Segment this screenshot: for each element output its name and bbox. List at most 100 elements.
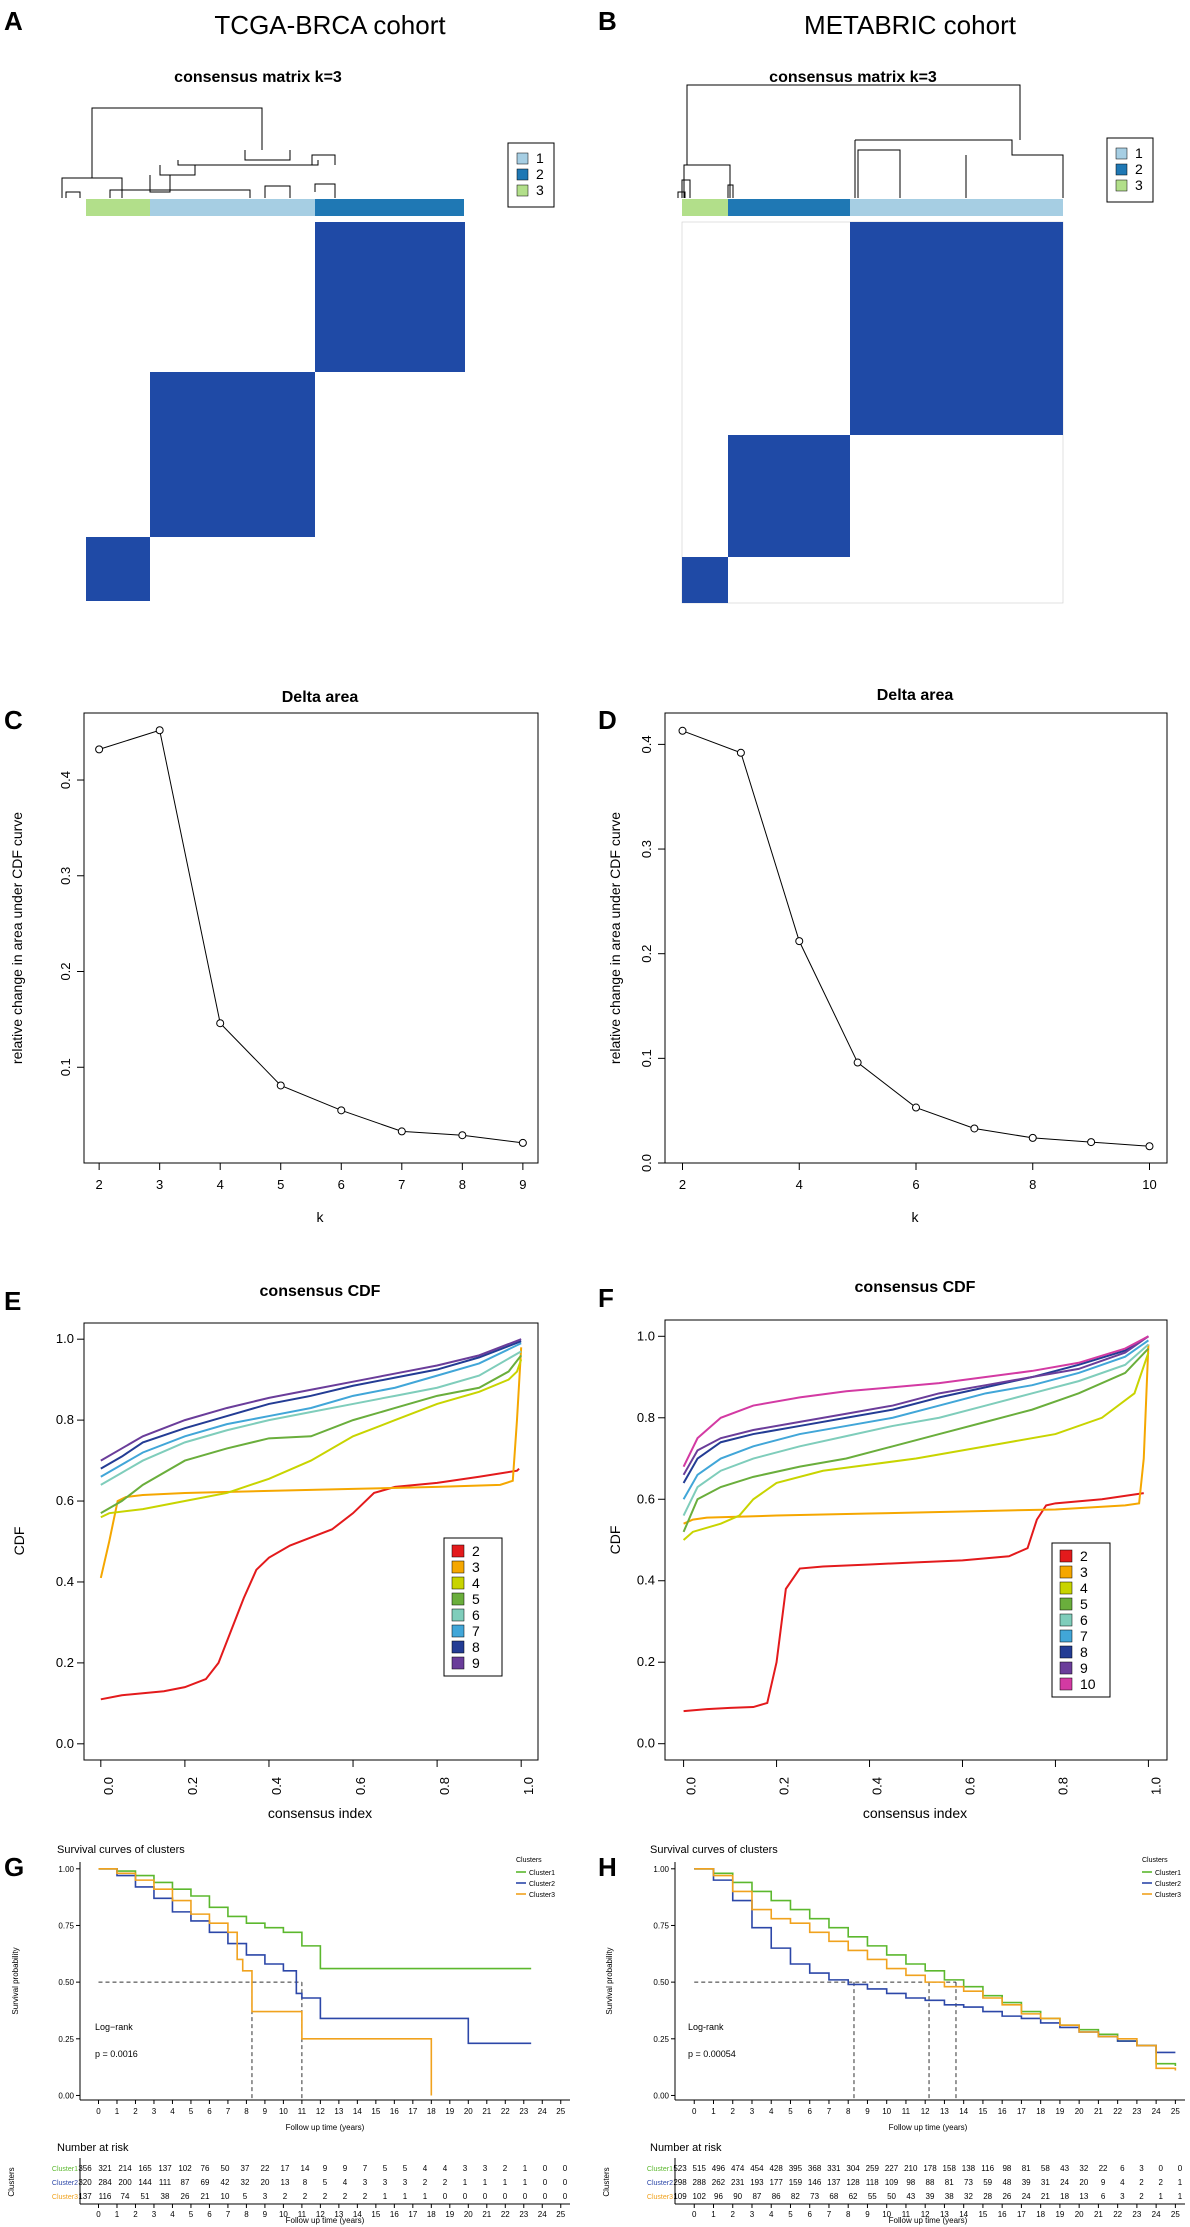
panel-g-risk-value: 0 <box>503 2192 508 2201</box>
panel-g-risk-value: 144 <box>138 2178 152 2187</box>
panel-g-curve-cluster3 <box>98 1868 433 2096</box>
panel-h-risk-value: 31 <box>1041 2178 1050 2187</box>
panel-f-xtick-label: 1.0 <box>1148 1777 1163 1795</box>
panel-h-risk-xtick-label: 23 <box>1132 2210 1141 2219</box>
panel-g-risk-value: 2 <box>303 2192 308 2201</box>
panel-e-cdf-k3 <box>99 1347 523 1579</box>
panel-g-risk-row-label-2: Cluster2 <box>52 2180 78 2187</box>
panel-g-risk-value: 0 <box>563 2164 568 2173</box>
panel-h-risk-value: 2 <box>1139 2192 1144 2201</box>
panel-d-xtick-label: 2 <box>679 1177 686 1192</box>
panel-g-legend-label-2: Cluster2 <box>529 1881 555 1888</box>
panel-g-ytick-label: 0.25 <box>58 2035 74 2044</box>
panel-d-point-k8 <box>1028 1133 1037 1142</box>
panel-h-risk-value: 28 <box>983 2192 992 2201</box>
panel-g-risk-value: 76 <box>201 2164 210 2173</box>
panel-h-legend-label-3: Cluster3 <box>1155 1892 1181 1899</box>
panel-f-ytick-label: 0.6 <box>637 1491 655 1506</box>
panel-h-risk-xtick-label: 13 <box>940 2210 949 2219</box>
panel-h-risk-xtick-label: 24 <box>1152 2210 1161 2219</box>
panel-g-risk-value: 7 <box>363 2164 368 2173</box>
panel-g-risk-xtick-label: 20 <box>464 2210 473 2219</box>
panel-c-frame <box>83 712 539 1164</box>
panel-g-title: Survival curves of clusters <box>57 1844 185 1856</box>
panel-h-risk-value: 227 <box>885 2164 899 2173</box>
panel-g-pvalue: p = 0.0016 <box>95 2049 138 2059</box>
panel-h-risk-value: 3 <box>1139 2164 1144 2173</box>
panel-g-risk-value: 50 <box>221 2164 230 2173</box>
panel-h-risk-value: 22 <box>1099 2164 1108 2173</box>
panel-g-risk-value: 165 <box>138 2164 152 2173</box>
panel-a-letter: A <box>4 6 23 36</box>
panel-f-legend-swatch-k9 <box>1059 1661 1073 1675</box>
panel-g-risk-value: 37 <box>241 2164 250 2173</box>
panel-h-risk-value: 2 <box>1139 2178 1144 2187</box>
panel-g-risk-value: 42 <box>221 2178 230 2187</box>
panel-g-risk-value: 20 <box>261 2178 270 2187</box>
panel-e-ytick-label: 0.6 <box>56 1493 74 1508</box>
panel-g-letter: G <box>4 1852 24 1882</box>
panel-g-logrank-label: Log−rank <box>95 2022 133 2032</box>
panel-g-risk-value: 1 <box>423 2192 428 2201</box>
panel-g-risk-value: 0 <box>443 2192 448 2201</box>
panel-g-risk-title: Number at risk <box>57 2142 129 2154</box>
panel-g-risk-value: 74 <box>121 2192 130 2201</box>
panel-b-block-3 <box>682 557 728 603</box>
panel-h-risk-value: 496 <box>712 2164 726 2173</box>
panel-g-xtick-label: 13 <box>334 2107 343 2116</box>
panel-g-risk-value: 8 <box>303 2178 308 2187</box>
panel-d-delta-line <box>682 730 1150 1147</box>
panel-h-xtick-label: 20 <box>1075 2107 1084 2116</box>
panel-h-risk-value: 523 <box>673 2164 687 2173</box>
panel-d-point-k3 <box>736 748 745 757</box>
panel-g-risk-axis-label: Clusters <box>7 2167 16 2196</box>
panel-g-risk-xlabel: Follow up time (years) <box>286 2216 365 2225</box>
panel-g-xtick-label: 8 <box>244 2107 249 2116</box>
panel-g-ylabel: Survival probability <box>11 1947 20 2014</box>
panel-e-ytick-label: 0.4 <box>56 1574 74 1589</box>
panel-h-risk-xtick-label: 15 <box>978 2210 987 2219</box>
panel-g-risk-value: 137 <box>158 2164 172 2173</box>
panel-h-xtick-label: 0 <box>692 2107 697 2116</box>
panel-h-xtick-label: 23 <box>1132 2107 1141 2116</box>
panel-g-risk-value: 14 <box>301 2164 310 2173</box>
panel-f-cdf-k6 <box>682 1343 1150 1516</box>
panel-h-risk-xtick-label: 12 <box>921 2210 930 2219</box>
panel-b-consensus-matrix <box>681 221 1064 604</box>
panel-h-risk-value: 59 <box>983 2178 992 2187</box>
panel-g-risk-value: 9 <box>323 2164 328 2173</box>
panel-a-legend-2: 2 <box>536 166 544 182</box>
panel-e-cdf-k9 <box>100 1338 522 1462</box>
panel-h-risk-value: 259 <box>866 2164 880 2173</box>
panel-h-risk-title: Number at risk <box>650 2142 722 2154</box>
panel-a-cohort: TCGA-BRCA cohort <box>214 10 446 40</box>
panel-g-risk-value: 0 <box>563 2178 568 2187</box>
panel-f-cdf-k2 <box>683 1492 1144 1713</box>
panel-h-risk-value: 6 <box>1101 2192 1106 2201</box>
panel-h-risk-value: 82 <box>791 2192 800 2201</box>
panel-h-risk-value: 6 <box>1120 2164 1125 2173</box>
panel-e-letter: E <box>4 1286 21 1316</box>
panel-f-ytick-label: 0.2 <box>637 1654 655 1669</box>
panel-e-ytick-label: 1.0 <box>56 1331 74 1346</box>
panel-h-risk-value: 87 <box>752 2192 761 2201</box>
panel-g-risk-value: 4 <box>343 2178 348 2187</box>
panel-g-xtick-label: 12 <box>316 2107 325 2116</box>
panel-g-xtick-label: 2 <box>133 2107 138 2116</box>
panel-e-cdf-k5 <box>100 1354 522 1515</box>
panel-h-risk-row-label-2: Cluster2 <box>647 2180 673 2187</box>
panel-h-xtick-label: 14 <box>959 2107 968 2116</box>
panel-h-pvalue: p = 0.00054 <box>688 2049 736 2059</box>
panel-e-xtick-label: 0.2 <box>185 1777 200 1795</box>
panel-f-cdf-k10 <box>682 1335 1149 1468</box>
panel-f-ytick-label: 0.0 <box>637 1736 655 1751</box>
panel-d-xtick-label: 6 <box>912 1177 919 1192</box>
panel-d: D Delta area relative change in area under… <box>598 687 1168 1225</box>
panel-f-legend-swatch-k5 <box>1059 1597 1073 1611</box>
panel-g-xtick-label: 0 <box>96 2107 101 2116</box>
panel-f-legend-label-k3: 3 <box>1080 1564 1088 1580</box>
panel-d-letter: D <box>598 705 617 735</box>
panel-g-risk-value: 320 <box>78 2178 92 2187</box>
panel-h-risk-value: 98 <box>906 2178 915 2187</box>
panel-g-risk-xtick-label: 2 <box>133 2210 138 2219</box>
